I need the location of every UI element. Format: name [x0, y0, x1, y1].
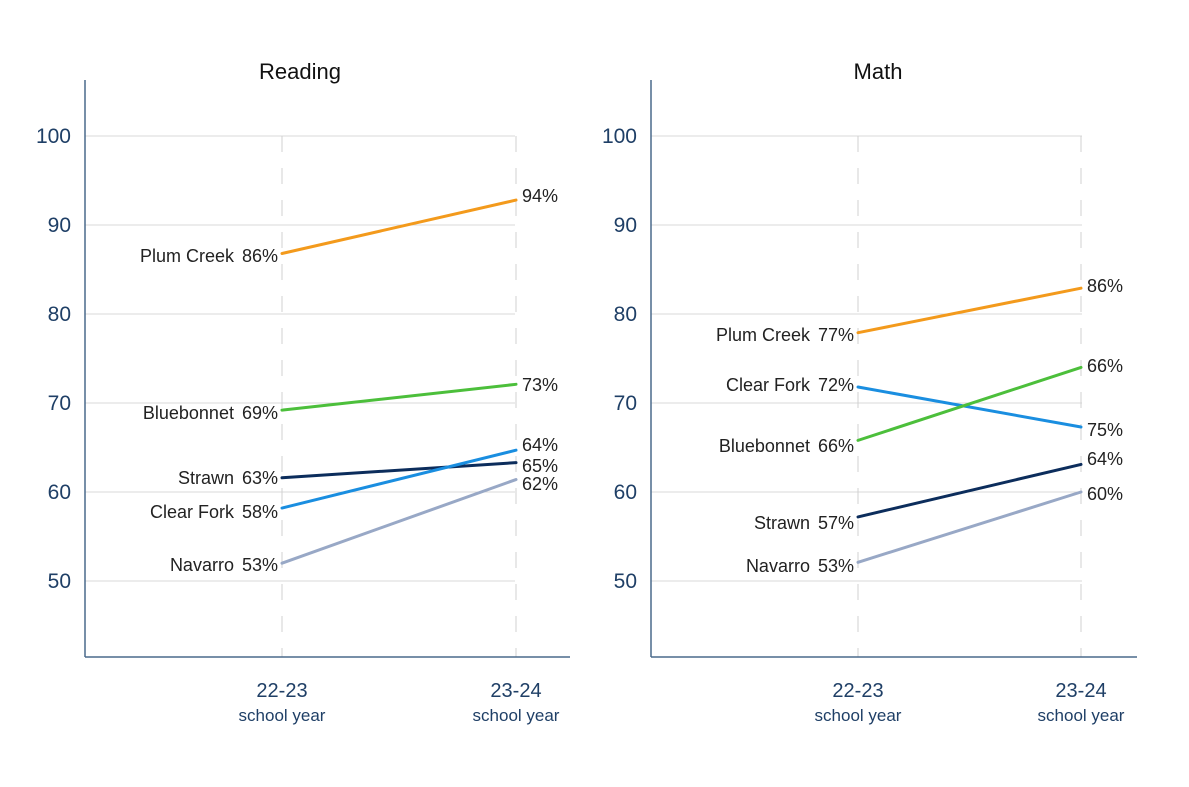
- reading-data-label-clear-fork-22-23: 58%: [242, 502, 278, 522]
- math-data-label-plum-creek-22-23: 77%: [818, 325, 854, 345]
- math-series-name-bluebonnet: Bluebonnet: [719, 436, 810, 456]
- math-series-name-plum-creek: Plum Creek: [716, 325, 811, 345]
- reading-series-line-clear-fork: [280, 448, 518, 510]
- math-data-label-plum-creek-23-24: 86%: [1087, 276, 1123, 296]
- math-series-line-strawn: [856, 462, 1083, 519]
- reading-chart-title: Reading: [259, 59, 341, 84]
- reading-series-line-plum-creek: [280, 198, 518, 255]
- math-data-label-clear-fork-23-24: 66%: [1087, 356, 1123, 376]
- reading-y-tick-100: 100: [36, 125, 71, 148]
- math-data-label-navarro-23-24: 60%: [1087, 484, 1123, 504]
- math-x-tick-22-23: 22-23: [832, 680, 883, 702]
- math-series-line-clear-fork: [856, 385, 1083, 429]
- math-series-line-bluebonnet: [856, 365, 1083, 442]
- math-series-name-navarro: Navarro: [746, 556, 810, 576]
- reading-data-label-navarro-22-23: 53%: [242, 555, 278, 575]
- math-data-label-strawn-23-24: 64%: [1087, 449, 1123, 469]
- reading-data-label-bluebonnet-23-24: 73%: [522, 375, 558, 395]
- math-data-label-navarro-22-23: 53%: [818, 556, 854, 576]
- math-series-name-strawn: Strawn: [754, 513, 810, 533]
- reading-series-name-navarro: Navarro: [170, 555, 234, 575]
- math-y-tick-100: 100: [602, 125, 637, 148]
- math-data-label-bluebonnet-22-23: 66%: [818, 436, 854, 456]
- math-data-label-clear-fork-22-23: 72%: [818, 375, 854, 395]
- reading-series-name-clear-fork: Clear Fork: [150, 502, 235, 522]
- reading-data-label-navarro-23-24: 62%: [522, 474, 558, 494]
- reading-data-label-bluebonnet-22-23: 69%: [242, 403, 278, 423]
- reading-y-tick-60: 60: [48, 481, 71, 504]
- math-series-line-plum-creek: [856, 286, 1083, 335]
- reading-data-label-clear-fork-23-24: 65%: [522, 456, 558, 476]
- math-chart-title: Math: [854, 59, 903, 84]
- math-y-tick-60: 60: [614, 481, 637, 504]
- math-x-tick-sublabel-22-23: school year: [815, 706, 902, 725]
- reading-data-label-plum-creek-23-24: 94%: [522, 186, 558, 206]
- reading-data-label-plum-creek-22-23: 86%: [242, 246, 278, 266]
- reading-series-line-strawn: [280, 461, 518, 480]
- reading-x-tick-sublabel-22-23: school year: [239, 706, 326, 725]
- reading-data-label-strawn-23-24: 64%: [522, 435, 558, 455]
- reading-series-name-plum-creek: Plum Creek: [140, 246, 235, 266]
- math-y-tick-50: 50: [614, 570, 637, 593]
- math-x-tick-sublabel-23-24: school year: [1038, 706, 1125, 725]
- reading-x-tick-23-24: 23-24: [490, 680, 541, 702]
- math-y-tick-80: 80: [614, 303, 637, 326]
- math-y-tick-90: 90: [614, 214, 637, 237]
- reading-x-tick-22-23: 22-23: [256, 680, 307, 702]
- reading-y-tick-50: 50: [48, 570, 71, 593]
- reading-data-label-strawn-22-23: 63%: [242, 468, 278, 488]
- reading-series-name-strawn: Strawn: [178, 468, 234, 488]
- math-data-label-strawn-22-23: 57%: [818, 513, 854, 533]
- math-data-label-bluebonnet-23-24: 75%: [1087, 420, 1123, 440]
- reading-series-line-bluebonnet: [280, 382, 518, 412]
- reading-y-tick-70: 70: [48, 392, 71, 415]
- reading-series-name-bluebonnet: Bluebonnet: [143, 403, 234, 423]
- reading-y-tick-90: 90: [48, 214, 71, 237]
- reading-y-tick-80: 80: [48, 303, 71, 326]
- math-y-tick-70: 70: [614, 392, 637, 415]
- math-series-line-navarro: [856, 490, 1083, 564]
- reading-series-line-navarro: [280, 478, 518, 565]
- math-series-name-clear-fork: Clear Fork: [726, 375, 811, 395]
- math-x-tick-23-24: 23-24: [1055, 680, 1106, 702]
- reading-x-tick-sublabel-23-24: school year: [473, 706, 560, 725]
